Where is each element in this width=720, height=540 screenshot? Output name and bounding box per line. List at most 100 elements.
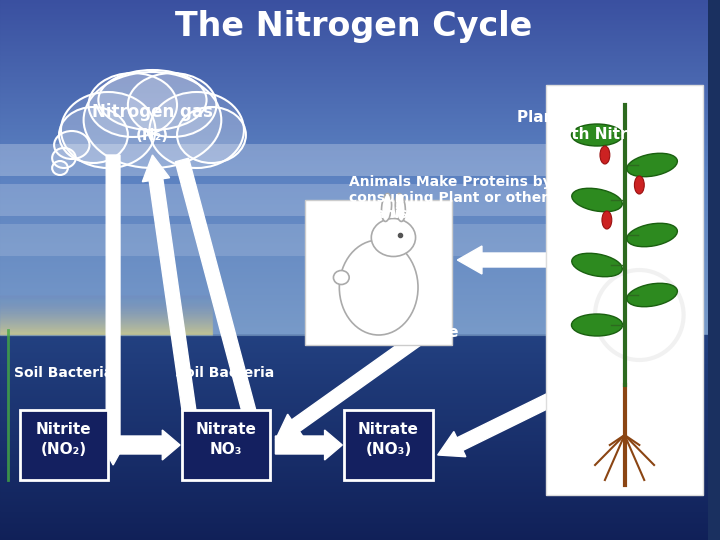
Bar: [0, 2, 708, 3]
Bar: [0, 294, 708, 295]
Bar: [0, 304, 212, 305]
Bar: [0, 248, 708, 249]
Bar: [0, 94, 708, 95]
Polygon shape: [276, 430, 342, 460]
Bar: [0, 410, 708, 411]
Bar: [0, 54, 708, 55]
Ellipse shape: [52, 148, 76, 168]
Bar: [0, 299, 212, 300]
Bar: [0, 61, 708, 62]
Bar: [0, 323, 708, 324]
Bar: [0, 34, 708, 35]
Bar: [0, 25, 708, 26]
Bar: [0, 326, 708, 327]
Bar: [0, 530, 708, 531]
Bar: [0, 140, 708, 141]
Bar: [0, 175, 708, 176]
Bar: [0, 185, 708, 186]
Bar: [0, 37, 708, 38]
Bar: [0, 142, 708, 143]
Bar: [0, 344, 708, 345]
Bar: [0, 113, 708, 114]
Bar: [0, 482, 708, 483]
Bar: [0, 399, 708, 400]
Bar: [0, 206, 708, 207]
Bar: [0, 174, 708, 175]
Bar: [0, 322, 212, 323]
Bar: [0, 511, 708, 512]
Bar: [0, 97, 708, 98]
Bar: [0, 306, 212, 307]
Bar: [0, 275, 708, 276]
Ellipse shape: [572, 253, 622, 276]
Bar: [0, 297, 212, 298]
Bar: [0, 187, 708, 188]
Bar: [0, 483, 708, 484]
Bar: [0, 203, 708, 204]
Ellipse shape: [84, 72, 221, 168]
Bar: [0, 402, 708, 403]
Bar: [0, 381, 708, 382]
Bar: [0, 156, 708, 157]
Bar: [0, 328, 708, 329]
Bar: [0, 324, 212, 325]
Bar: [0, 277, 708, 278]
Bar: [0, 111, 708, 112]
Bar: [0, 130, 708, 131]
Bar: [0, 194, 708, 195]
Bar: [0, 491, 708, 492]
Bar: [0, 90, 708, 91]
Bar: [0, 33, 708, 34]
Bar: [0, 274, 708, 275]
Bar: [0, 473, 708, 474]
Bar: [0, 485, 708, 486]
Bar: [0, 369, 708, 370]
Bar: [0, 333, 708, 334]
Bar: [0, 307, 212, 308]
Bar: [0, 457, 708, 458]
Bar: [0, 21, 708, 22]
Text: Waste: Waste: [406, 325, 459, 340]
Bar: [0, 302, 708, 303]
Bar: [0, 384, 708, 385]
Bar: [0, 295, 708, 296]
Bar: [0, 148, 708, 149]
Bar: [0, 389, 708, 390]
Bar: [0, 296, 708, 297]
Bar: [0, 35, 708, 36]
Bar: [0, 332, 708, 333]
Bar: [0, 10, 708, 11]
Bar: [0, 490, 708, 491]
Bar: [0, 308, 212, 309]
Bar: [0, 487, 708, 488]
Bar: [0, 329, 212, 330]
Bar: [0, 70, 708, 71]
Bar: [0, 467, 708, 468]
Bar: [0, 74, 708, 75]
Bar: [0, 116, 708, 117]
Bar: [0, 282, 708, 283]
Bar: [0, 335, 708, 336]
Bar: [0, 121, 708, 122]
Bar: [0, 112, 708, 113]
Bar: [0, 395, 708, 396]
Bar: [0, 204, 708, 205]
Bar: [0, 356, 708, 357]
Bar: [0, 371, 708, 372]
Bar: [0, 278, 708, 279]
Bar: [0, 527, 708, 528]
Bar: [0, 535, 708, 536]
Bar: [0, 133, 708, 134]
Bar: [0, 213, 708, 214]
Bar: [0, 466, 708, 467]
Bar: [0, 451, 708, 452]
Bar: [0, 241, 708, 242]
Bar: [0, 78, 708, 79]
Bar: [0, 238, 708, 239]
Bar: [0, 99, 708, 100]
Bar: [0, 29, 708, 30]
Bar: [0, 426, 708, 427]
Bar: [0, 329, 708, 330]
Bar: [0, 209, 708, 210]
Bar: [0, 281, 708, 282]
